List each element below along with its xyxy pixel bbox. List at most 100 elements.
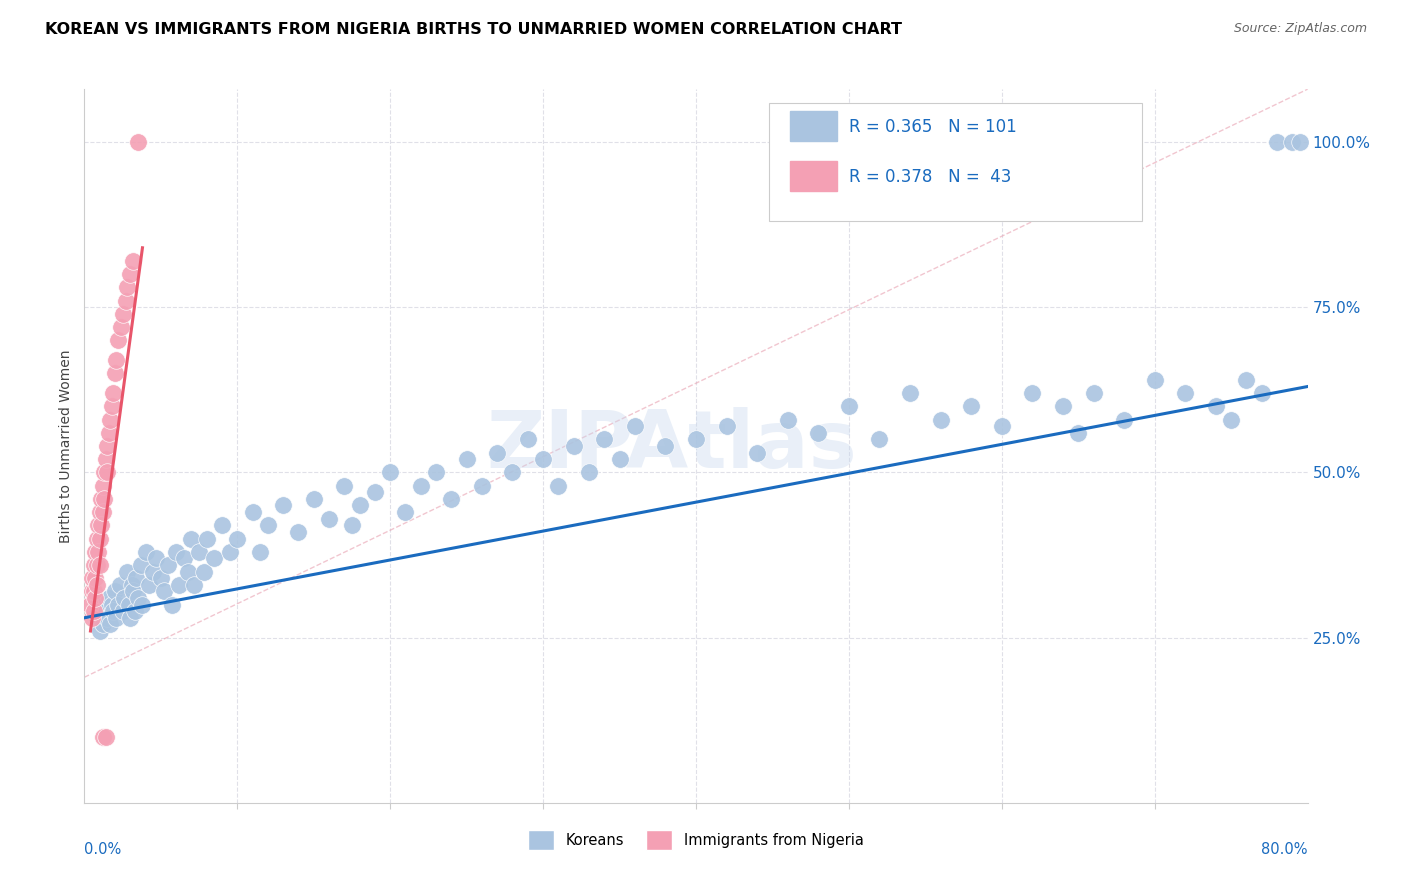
Point	[173, 551, 195, 566]
Point	[107, 333, 129, 347]
Bar	[790, 112, 837, 141]
Point	[624, 419, 647, 434]
Point	[257, 518, 280, 533]
Point	[118, 598, 141, 612]
Point	[1114, 412, 1136, 426]
Point	[960, 400, 983, 414]
Point	[271, 499, 294, 513]
Point	[593, 433, 616, 447]
Point	[83, 584, 105, 599]
Point	[218, 545, 240, 559]
Point	[104, 584, 127, 599]
Point	[94, 604, 117, 618]
Point	[91, 730, 114, 744]
Point	[160, 598, 183, 612]
Point	[349, 499, 371, 513]
Point	[333, 478, 356, 492]
Point	[91, 617, 114, 632]
Point	[183, 578, 205, 592]
Point	[111, 604, 134, 618]
Point	[112, 591, 135, 605]
Point	[103, 386, 125, 401]
Point	[165, 545, 187, 559]
Point	[287, 524, 309, 539]
Point	[97, 591, 120, 605]
Point	[127, 591, 149, 605]
Point	[124, 604, 146, 618]
Bar	[790, 161, 837, 191]
Point	[340, 518, 363, 533]
Point	[440, 491, 463, 506]
Point	[84, 591, 107, 605]
Point	[86, 578, 108, 592]
Point	[98, 617, 121, 632]
Point	[89, 624, 111, 638]
Point	[180, 532, 202, 546]
Point	[1143, 373, 1166, 387]
Point	[129, 558, 152, 572]
Point	[83, 558, 105, 572]
Point	[98, 412, 121, 426]
Point	[776, 412, 799, 426]
Point	[1220, 412, 1243, 426]
Point	[1205, 400, 1227, 414]
Legend: Koreans, Immigrants from Nigeria: Koreans, Immigrants from Nigeria	[522, 824, 870, 856]
Point	[125, 571, 148, 585]
Point	[115, 565, 138, 579]
Point	[80, 611, 103, 625]
Point	[1265, 135, 1288, 149]
Point	[1052, 400, 1074, 414]
Point	[364, 485, 387, 500]
Point	[121, 578, 143, 592]
Point	[89, 532, 111, 546]
Point	[91, 478, 114, 492]
Point	[188, 545, 211, 559]
Point	[91, 505, 114, 519]
Point	[145, 551, 167, 566]
Point	[79, 598, 101, 612]
Text: KOREAN VS IMMIGRANTS FROM NIGERIA BIRTHS TO UNMARRIED WOMEN CORRELATION CHART: KOREAN VS IMMIGRANTS FROM NIGERIA BIRTHS…	[45, 22, 903, 37]
Point	[380, 466, 402, 480]
Point	[96, 466, 118, 480]
Text: 80.0%: 80.0%	[1261, 842, 1308, 857]
Text: 0.0%: 0.0%	[84, 842, 121, 857]
Point	[107, 598, 129, 612]
Point	[101, 598, 124, 612]
Point	[456, 452, 478, 467]
Text: R = 0.365   N = 101: R = 0.365 N = 101	[849, 118, 1017, 136]
Point	[838, 400, 860, 414]
Point	[747, 445, 769, 459]
Point	[1083, 386, 1105, 401]
Point	[108, 578, 131, 592]
Point	[1236, 373, 1258, 387]
Point	[177, 565, 200, 579]
Point	[86, 532, 108, 546]
Point	[502, 466, 524, 480]
Point	[869, 433, 891, 447]
Point	[211, 518, 233, 533]
Point	[318, 511, 340, 525]
Point	[242, 505, 264, 519]
Point	[516, 433, 538, 447]
Point	[654, 439, 676, 453]
Point	[89, 505, 111, 519]
Point	[531, 452, 554, 467]
Point	[409, 478, 432, 492]
Point	[547, 478, 569, 492]
Point	[83, 604, 105, 618]
Point	[991, 419, 1014, 434]
Point	[578, 466, 600, 480]
Point	[486, 445, 509, 459]
Point	[131, 598, 153, 612]
Point	[87, 545, 110, 559]
Point	[1174, 386, 1197, 401]
Point	[716, 419, 738, 434]
Point	[111, 307, 134, 321]
Point	[90, 518, 112, 533]
Point	[97, 425, 120, 440]
Point	[96, 439, 118, 453]
Text: Source: ZipAtlas.com: Source: ZipAtlas.com	[1233, 22, 1367, 36]
Point	[122, 584, 145, 599]
Point	[104, 367, 127, 381]
Point	[93, 491, 115, 506]
